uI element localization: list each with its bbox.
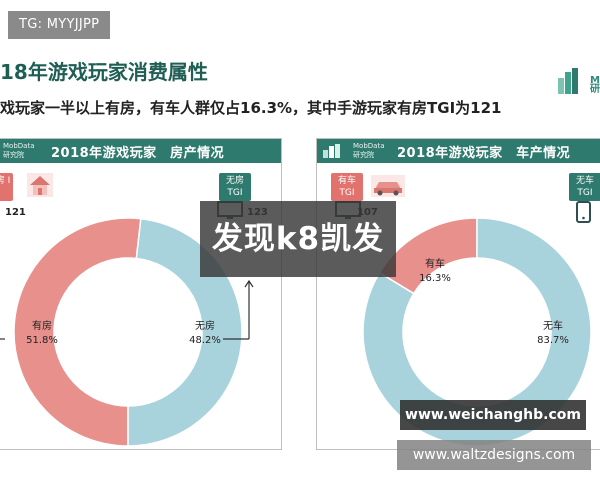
panel-brand: MobData 研究院 bbox=[353, 142, 385, 159]
panel-car: MobData 研究院 2018年游戏玩家 车产情况 有车 TGI 107 无车… bbox=[316, 138, 600, 450]
slice-label: 无车 bbox=[543, 319, 563, 332]
slice-value-label: 51.8% bbox=[26, 335, 58, 346]
panel-header: MobData 研究院 2018年游戏玩家 车产情况 bbox=[317, 139, 600, 163]
panel-title: 2018年游戏玩家 房产情况 bbox=[51, 146, 225, 161]
badge-no-house: 无房 TGI bbox=[219, 173, 251, 201]
panel-header: MobData 研究院 2018年游戏玩家 房产情况 bbox=[0, 139, 281, 163]
mobdata-logo-icon bbox=[558, 68, 578, 94]
donut-slice bbox=[362, 217, 592, 447]
donut-slice bbox=[13, 217, 142, 447]
slice-value-label: 48.2% bbox=[189, 335, 221, 346]
housing-donut-chart: 有房 51.8% 无房 48.2% bbox=[0, 217, 254, 447]
panel-housing: MobData 研究院 2018年游戏玩家 房产情况 房 I 121 无房 TG… bbox=[0, 138, 282, 450]
slice-label: 有车 bbox=[425, 257, 445, 270]
phone-icon bbox=[576, 201, 591, 223]
badge-no-car: 无车 TGI bbox=[569, 173, 600, 201]
house-icon bbox=[27, 173, 53, 197]
slice-value-label: 83.7% bbox=[537, 335, 569, 346]
mobdata-small-icon bbox=[323, 144, 340, 158]
slice-label: 无房 bbox=[195, 319, 215, 332]
watermark-url-2: www.waltzdesigns.com bbox=[397, 440, 591, 470]
badge-has-car: 有车 TGI bbox=[331, 173, 363, 201]
tag-label: TG: MYYJJPP bbox=[8, 11, 111, 39]
slice-label: 有房 bbox=[32, 319, 52, 332]
watermark-main: 发现k8凯发 bbox=[200, 201, 396, 277]
tgi-has-house: 121 bbox=[5, 207, 26, 218]
subtitle: 戏玩家一半以上有房，有车人群仅占16.3%，其中手游玩家有房TGI为121 bbox=[0, 99, 502, 117]
badge-has-house: 房 I bbox=[0, 173, 13, 201]
panel-brand: MobData 研究院 bbox=[3, 142, 35, 159]
connector-arrow bbox=[244, 279, 254, 339]
slice-value-label: 16.3% bbox=[419, 273, 451, 284]
watermark-url-1: www.weichanghb.com bbox=[400, 400, 586, 430]
logo-text: M 研 bbox=[590, 75, 600, 95]
car-donut-chart: 有车 16.3% 无车 83.7% bbox=[362, 217, 592, 447]
panel-title: 2018年游戏玩家 车产情况 bbox=[397, 146, 571, 161]
car-icon bbox=[371, 175, 405, 197]
page-title: 18年游戏玩家消费属性 bbox=[0, 60, 208, 84]
